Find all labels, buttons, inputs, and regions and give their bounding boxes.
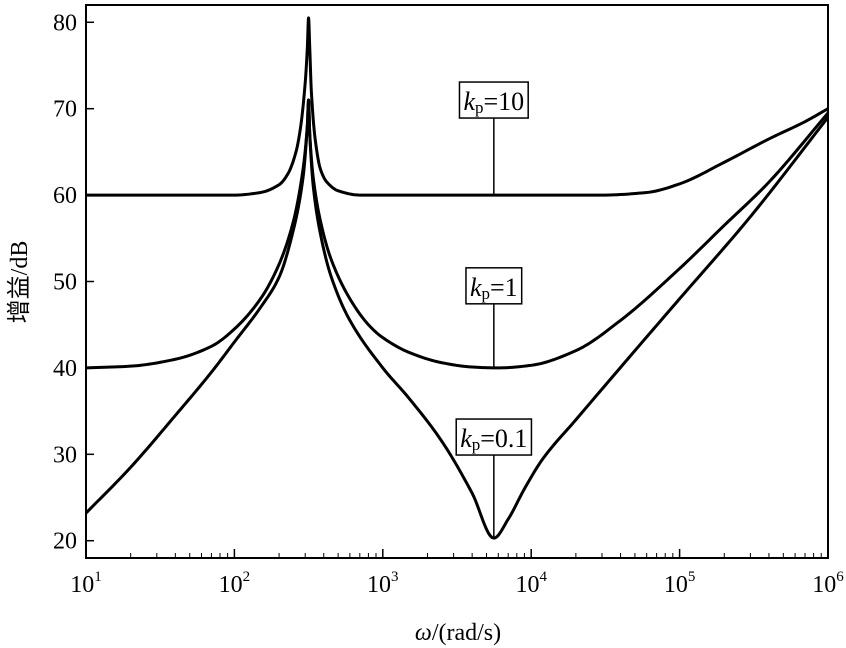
x-tick-label: 103 — [367, 569, 399, 598]
series-layer — [84, 16, 830, 540]
y-tick-label: 30 — [53, 442, 77, 468]
series-label-text: kp=10 — [463, 87, 524, 117]
y-axis-label: 增益/dB — [6, 241, 33, 324]
plot-frame — [85, 4, 829, 559]
y-tick-labels: 20 30 40 50 60 70 80 — [53, 10, 77, 554]
x-tick-label: 106 — [812, 569, 844, 598]
y-tick-label: 80 — [53, 10, 77, 36]
x-tick-label: 101 — [70, 569, 102, 598]
series-label: kp=10 — [458, 81, 529, 119]
y-tick-label: 20 — [53, 529, 77, 555]
series-label: kp=0.1 — [455, 418, 533, 456]
x-tick-labels: 101 102 103 104 105 106 — [70, 569, 844, 598]
axis-ticks — [85, 21, 829, 558]
y-tick-label: 70 — [53, 97, 77, 123]
series-label-box — [465, 267, 523, 305]
series-line-0 — [86, 16, 829, 197]
series-line-1 — [85, 98, 830, 370]
y-tick-label: 50 — [53, 270, 77, 296]
series-label-text: kp=0.1 — [460, 424, 527, 454]
x-tick-label: 104 — [515, 569, 547, 598]
series-line-2 — [84, 98, 830, 540]
x-axis-label: ω/(rad/s) — [415, 620, 501, 646]
x-axis-symbol: ω — [415, 620, 432, 646]
series-label: kp=1 — [465, 267, 523, 305]
series-label-text: kp=1 — [470, 273, 518, 303]
x-tick-label: 102 — [219, 569, 251, 598]
annotation-layer: kp=10 kp=1 kp=0.1 — [455, 81, 533, 539]
x-tick-label: 105 — [664, 569, 696, 598]
series-label-box — [455, 418, 533, 456]
y-tick-label: 60 — [53, 183, 77, 209]
series-label-box — [458, 81, 529, 119]
x-axis-unit: /(rad/s) — [432, 620, 501, 646]
y-tick-label: 40 — [53, 356, 77, 382]
